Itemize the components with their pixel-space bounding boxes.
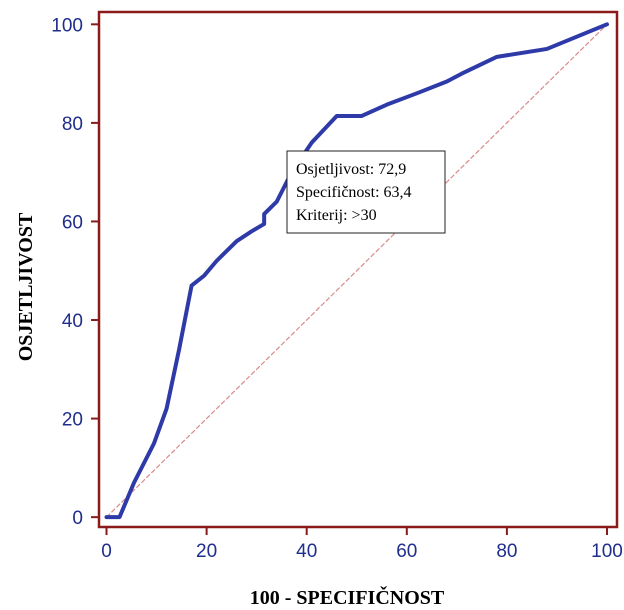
y-tick-label: 40 [62,311,83,332]
x-axis-title: 100 - SPECIFIČNOST [250,585,445,609]
reference-line [106,23,608,518]
annotation-specificity: Specifičnost: 63,4 [296,184,412,201]
x-tick-label: 20 [196,541,217,562]
x-tick-label: 60 [396,541,417,562]
y-axis-title: OSJETLJIVOST [15,212,37,361]
plot-frame [97,10,619,529]
x-tick-label: 40 [296,541,317,562]
y-tick-label: 100 [51,15,83,36]
annotation-criterion: Kriterij: >30 [296,207,377,224]
annotation-box [286,150,446,234]
x-tick-label: 100 [591,541,623,562]
y-tick-label: 0 [72,508,83,529]
x-tick-label: 80 [496,541,517,562]
axis-ticks: 0 20 40 60 80 100 0 20 40 60 80 100 [51,15,623,562]
annotation-sensitivity: Osjetljivost: 72,9 [296,161,406,178]
y-tick-label: 60 [62,212,83,233]
x-tick-label: 0 [101,541,112,562]
roc-curve [104,22,609,520]
y-tick-label: 80 [62,114,83,135]
y-tick-label: 20 [62,410,83,431]
plot-area [97,10,619,529]
criterion-annotation: Osjetljivost: 72,9 Specifičnost: 63,4 Kr… [286,150,446,234]
